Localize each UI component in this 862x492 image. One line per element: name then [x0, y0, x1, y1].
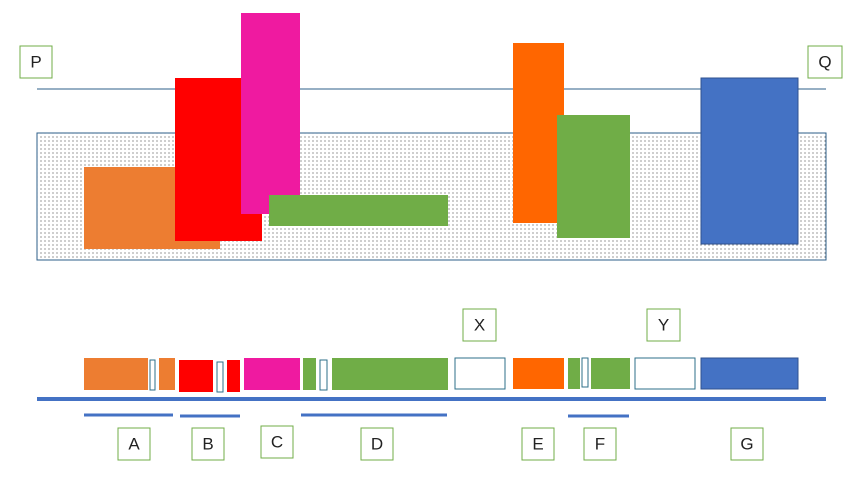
block	[227, 360, 240, 392]
label-box	[583, 427, 617, 461]
empty-slot	[634, 357, 696, 390]
label-box	[117, 427, 151, 461]
gap	[319, 359, 328, 391]
block	[159, 358, 175, 390]
block	[244, 358, 300, 390]
label-box	[646, 308, 681, 342]
block	[513, 358, 564, 389]
block	[568, 358, 580, 389]
label: P	[30, 52, 41, 71]
lower-blocks	[84, 357, 799, 393]
label: G	[740, 434, 753, 453]
gap	[216, 361, 224, 393]
gap	[581, 357, 589, 388]
label-box	[19, 45, 53, 79]
empty-slot	[454, 357, 506, 390]
label: A	[128, 434, 140, 453]
label: B	[202, 434, 213, 453]
labels: P Q X Y A B C D E F G	[19, 45, 843, 461]
label: X	[474, 315, 485, 334]
block	[84, 358, 148, 390]
label-box	[191, 427, 225, 461]
label: F	[595, 434, 605, 453]
block	[269, 195, 448, 226]
label-box	[730, 427, 764, 461]
label-box	[807, 45, 843, 79]
block	[303, 358, 316, 390]
label: D	[371, 434, 383, 453]
block	[700, 357, 799, 390]
label: C	[271, 432, 283, 451]
spans	[84, 413, 629, 418]
label: Q	[818, 52, 831, 71]
block	[241, 13, 300, 214]
block	[179, 360, 213, 392]
label-box	[462, 308, 497, 342]
block	[513, 43, 564, 223]
block	[700, 77, 799, 245]
label: Y	[658, 315, 669, 334]
block	[591, 358, 630, 389]
label-box	[521, 427, 555, 461]
label-box	[360, 427, 394, 461]
gap	[149, 359, 156, 391]
label-box	[260, 425, 294, 459]
block	[332, 358, 448, 390]
upper-blocks	[84, 13, 799, 249]
block	[557, 115, 630, 238]
label: E	[532, 434, 543, 453]
